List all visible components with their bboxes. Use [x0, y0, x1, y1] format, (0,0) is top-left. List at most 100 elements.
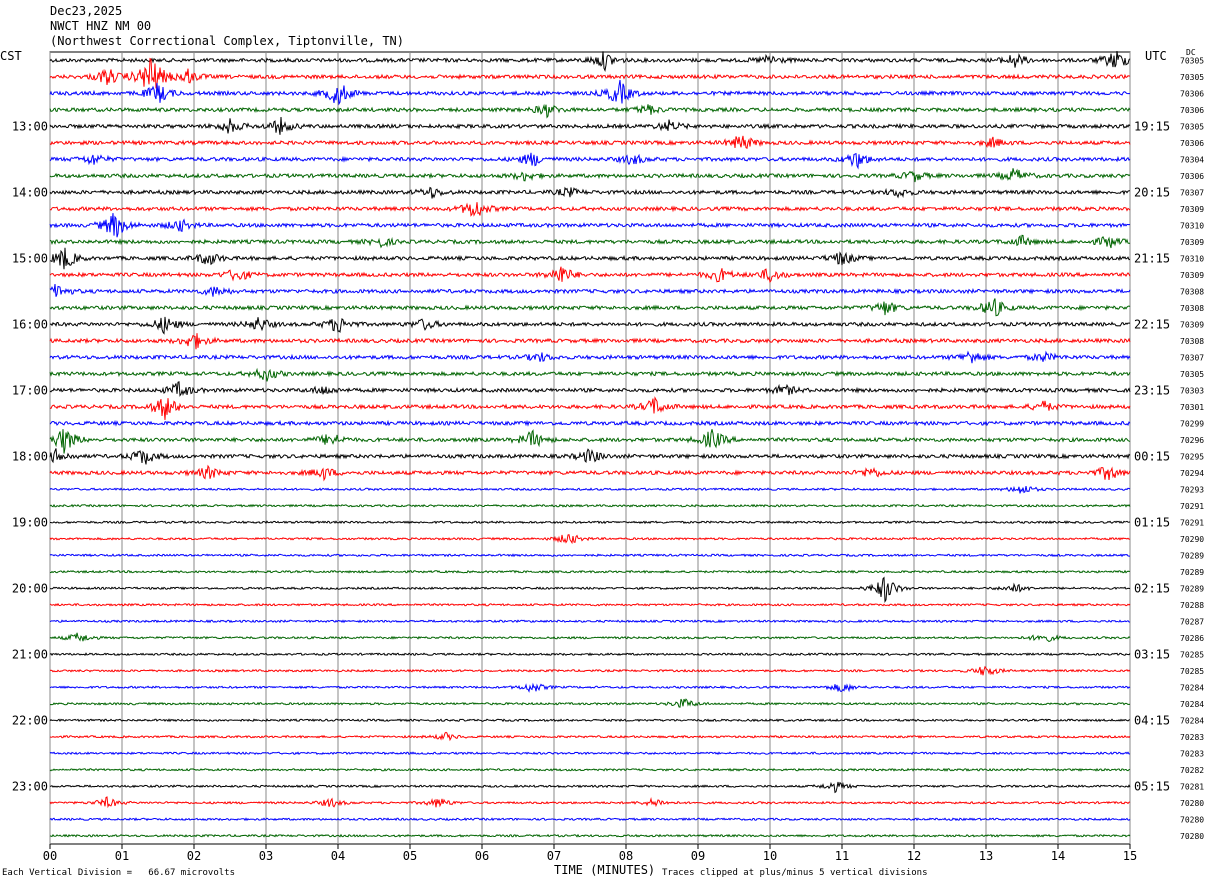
trace-37 [49, 665, 1131, 676]
left-hour-label: 13:00 [12, 119, 48, 133]
trace-9 [49, 202, 1131, 217]
trace-6 [49, 152, 1131, 170]
dc-offset-label: 70280 [1180, 799, 1204, 808]
dc-offset-label: 70308 [1180, 304, 1204, 313]
x-tick-label: 15 [1123, 849, 1137, 863]
trace-40 [49, 718, 1131, 723]
dc-offset-label: 70282 [1180, 766, 1204, 775]
dc-offset-label: 70306 [1180, 106, 1204, 115]
dc-offset-label: 70291 [1180, 518, 1204, 527]
right-timezone-label: UTC [1145, 49, 1167, 63]
x-axis-label: TIME (MINUTES) [554, 863, 656, 877]
left-hour-label: 22:00 [12, 713, 48, 727]
dc-offset-label: 70305 [1180, 56, 1204, 65]
right-hour-label: 22:15 [1134, 317, 1170, 331]
x-tick-label: 10 [763, 849, 777, 863]
x-tick-label: 14 [1051, 849, 1065, 863]
plot-title: NWCT HNZ NM 00 [50, 19, 152, 33]
dc-offset-label: 70310 [1180, 221, 1204, 230]
dc-offset-label: 70288 [1180, 601, 1204, 610]
dc-offset-label: 70307 [1180, 188, 1204, 197]
dc-offset-label: 70284 [1180, 683, 1204, 692]
trace-41 [49, 731, 1131, 742]
left-hour-label: 18:00 [12, 449, 48, 463]
trace-34 [49, 619, 1131, 624]
dc-offset-label: 70296 [1180, 436, 1204, 445]
dc-offset-label: 70299 [1180, 419, 1204, 428]
dc-offset-label: 70283 [1180, 749, 1204, 758]
trace-35 [49, 632, 1131, 643]
dc-offset-label: 70309 [1180, 238, 1204, 247]
left-hour-label: 17:00 [12, 383, 48, 397]
x-tick-label: 02 [187, 849, 201, 863]
dc-offset-label: 70290 [1180, 535, 1204, 544]
trace-1 [49, 57, 1131, 89]
trace-44 [49, 781, 1131, 794]
trace-0 [49, 50, 1131, 72]
dc-offset-label: 70305 [1180, 370, 1204, 379]
trace-47 [49, 833, 1131, 838]
plot-subtitle: (Northwest Correctional Complex, Tiptonv… [50, 34, 405, 48]
plot-date: Dec23,2025 [50, 4, 123, 18]
trace-11 [49, 234, 1131, 249]
trace-18 [49, 350, 1131, 364]
right-hour-label: 01:15 [1134, 515, 1170, 529]
trace-12 [49, 247, 1131, 270]
right-hour-label: 21:15 [1134, 251, 1170, 265]
trace-31 [49, 569, 1130, 574]
trace-2 [49, 79, 1131, 106]
dc-offset-label: 70308 [1180, 337, 1204, 346]
trace-38 [49, 682, 1131, 693]
right-hour-label: 05:15 [1134, 779, 1170, 793]
trace-14 [49, 284, 1131, 297]
trace-20 [49, 381, 1131, 397]
right-hour-label: 19:15 [1134, 119, 1170, 133]
left-hour-label: 21:00 [12, 647, 48, 661]
trace-25 [49, 464, 1131, 482]
left-hour-label: 15:00 [12, 251, 48, 265]
dc-offset-label: 70289 [1180, 568, 1204, 577]
x-tick-label: 09 [691, 849, 705, 863]
left-hour-label: 16:00 [12, 317, 48, 331]
dc-offset-label: 70306 [1180, 139, 1204, 148]
trace-3 [49, 103, 1131, 119]
dc-offset-label: 70308 [1180, 287, 1204, 296]
trace-21 [49, 396, 1131, 420]
trace-16 [49, 316, 1131, 335]
trace-39 [49, 698, 1131, 708]
trace-42 [49, 751, 1131, 756]
dc-offset-label: 70284 [1180, 716, 1204, 725]
x-tick-label: 03 [259, 849, 273, 863]
trace-15 [49, 298, 1131, 317]
trace-32 [49, 576, 1131, 604]
trace-8 [49, 186, 1130, 199]
dc-offset-label: 70307 [1180, 353, 1204, 362]
trace-29 [49, 534, 1131, 545]
trace-33 [49, 602, 1131, 607]
trace-13 [49, 266, 1131, 284]
dc-offset-label: 70310 [1180, 254, 1204, 263]
dc-offset-label: 70305 [1180, 122, 1204, 131]
x-tick-label: 07 [547, 849, 561, 863]
dc-offset-label: 70281 [1180, 782, 1204, 791]
left-timezone-label: CST [0, 49, 22, 63]
dc-offset-label: 70285 [1180, 650, 1204, 659]
dc-offset-label: 70295 [1180, 452, 1204, 461]
trace-19 [49, 367, 1131, 382]
trace-30 [49, 553, 1130, 558]
trace-28 [50, 520, 1131, 525]
dc-offset-label: 70306 [1180, 89, 1204, 98]
trace-22 [49, 419, 1131, 427]
x-tick-label: 01 [115, 849, 129, 863]
dc-header-label: DC [1186, 48, 1196, 57]
x-tick-label: 08 [619, 849, 633, 863]
left-hour-label: 23:00 [12, 779, 48, 793]
trace-45 [49, 796, 1131, 809]
right-hour-label: 23:15 [1134, 383, 1170, 397]
dc-offset-label: 70289 [1180, 584, 1204, 593]
trace-23 [49, 429, 1131, 454]
x-tick-label: 06 [475, 849, 489, 863]
trace-7 [49, 168, 1131, 183]
left-hour-label: 19:00 [12, 515, 48, 529]
